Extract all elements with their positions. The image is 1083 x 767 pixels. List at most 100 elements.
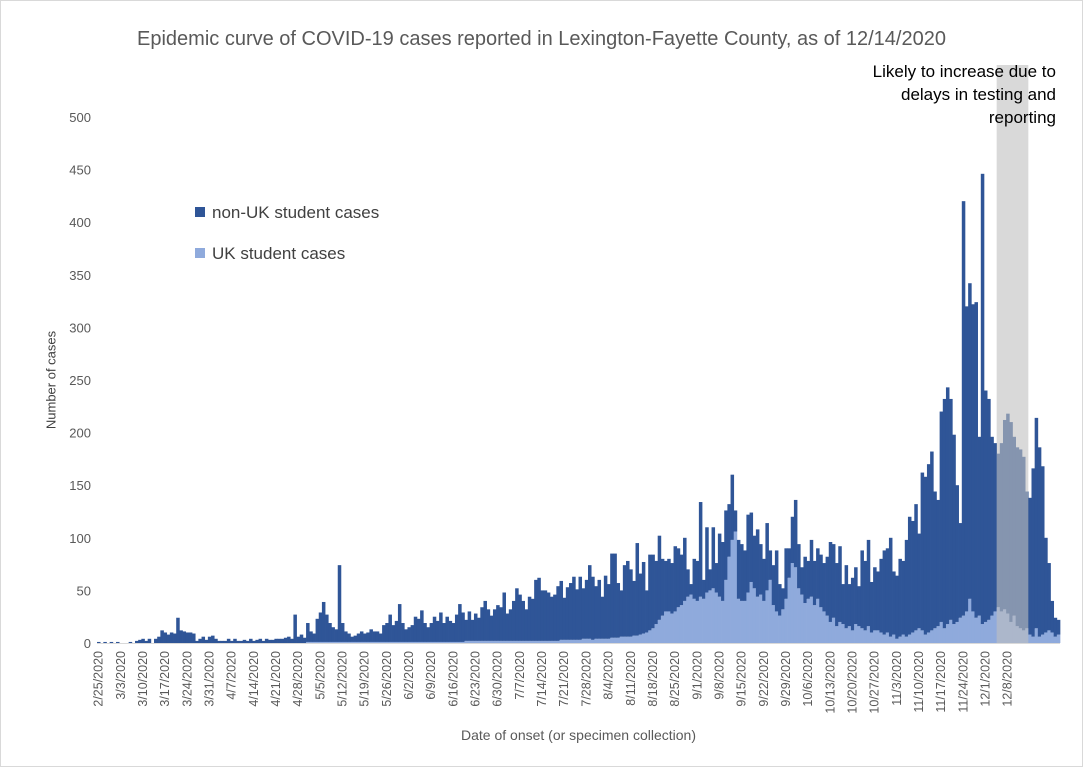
bar-uk-student [828, 621, 833, 643]
bar-uk-student [416, 641, 421, 643]
bar-non-uk-student [185, 632, 190, 643]
bar-uk-student [917, 628, 921, 643]
x-tick-label: 7/28/2020 [579, 651, 593, 707]
bar-uk-student [654, 624, 659, 643]
bar-non-uk-student [641, 561, 646, 634]
bar-uk-student [651, 628, 655, 643]
bar-non-uk-student [591, 576, 595, 640]
bar-non-uk-student [169, 632, 174, 643]
bar-uk-student [724, 579, 728, 643]
bar-uk-student [1040, 634, 1045, 643]
bar-non-uk-student [261, 640, 266, 643]
bar-non-uk-student [401, 623, 405, 642]
bar-non-uk-student [749, 512, 754, 582]
bar-uk-student [876, 630, 880, 643]
bar-non-uk-student [698, 502, 703, 597]
bar-uk-student [964, 611, 969, 643]
bar-non-uk-student [1050, 600, 1055, 633]
bar-uk-student [502, 640, 506, 643]
bar-non-uk-student [1028, 497, 1032, 635]
bar-non-uk-student [904, 539, 909, 637]
bar-non-uk-student [933, 491, 937, 629]
x-tick-label: 10/20/2020 [846, 651, 860, 714]
bar-uk-student [816, 598, 820, 643]
bar-uk-student [372, 641, 377, 643]
bar-uk-student [331, 641, 335, 643]
bar-non-uk-student [730, 474, 735, 540]
bar-uk-student [831, 617, 836, 643]
bar-non-uk-student [733, 510, 738, 532]
bar-non-uk-student [109, 641, 114, 643]
bar-uk-student [1053, 636, 1058, 643]
bar-uk-student [641, 633, 646, 643]
x-tick-label: 10/13/2020 [823, 651, 837, 714]
bar-non-uk-student [629, 569, 633, 637]
y-tick-label: 400 [69, 215, 91, 230]
bar-non-uk-student [692, 558, 697, 599]
bar-non-uk-student [942, 398, 947, 629]
bar-non-uk-student [825, 556, 830, 616]
x-tick-label: 7/14/2020 [535, 651, 549, 707]
bar-non-uk-student [759, 544, 763, 595]
bar-non-uk-student [293, 614, 297, 643]
bars-layer [97, 173, 1061, 643]
bar-uk-student [325, 641, 329, 643]
bar-non-uk-student [296, 636, 301, 643]
x-tick-label: 9/1/2020 [690, 651, 704, 700]
bar-non-uk-student [363, 633, 367, 642]
bar-non-uk-student [1040, 466, 1045, 635]
y-tick-label: 150 [69, 478, 91, 493]
bar-non-uk-student [334, 629, 339, 642]
bar-uk-student [435, 641, 440, 643]
bar-non-uk-student [648, 554, 652, 631]
bar-non-uk-student [207, 636, 212, 643]
bar-non-uk-student [774, 550, 779, 612]
bar-non-uk-student [182, 631, 187, 643]
x-tick-label: 6/2/2020 [402, 651, 416, 700]
bar-non-uk-student [635, 543, 640, 636]
bar-non-uk-student [866, 539, 871, 627]
bar-uk-student [626, 636, 630, 643]
bar-uk-student [844, 628, 849, 643]
bar-non-uk-student [762, 558, 766, 601]
legend-swatch-non-uk [195, 206, 205, 217]
x-tick-label: 11/17/2020 [934, 651, 948, 713]
bar-non-uk-student [1037, 447, 1042, 637]
bar-uk-student [692, 598, 697, 643]
bar-uk-student [382, 641, 386, 643]
bar-non-uk-student [477, 617, 481, 641]
bar-non-uk-student [869, 581, 874, 633]
bar-non-uk-student [743, 550, 747, 601]
bar-non-uk-student [157, 636, 161, 643]
bar-non-uk-student [103, 641, 107, 643]
bar-non-uk-student [359, 631, 364, 642]
bar-non-uk-student [214, 638, 218, 643]
bar-uk-student [546, 640, 551, 643]
bar-uk-student [347, 641, 351, 643]
bar-uk-student [429, 641, 434, 643]
bar-non-uk-student [651, 554, 655, 629]
bar-non-uk-student [540, 590, 545, 641]
bar-uk-student [397, 641, 402, 643]
bar-non-uk-student [835, 563, 839, 627]
bar-non-uk-student [876, 571, 880, 631]
bar-non-uk-student [559, 580, 564, 640]
bar-non-uk-student [892, 571, 896, 635]
bar-uk-student [825, 615, 830, 643]
bar-uk-student [733, 531, 738, 643]
bar-uk-student [445, 641, 449, 643]
bar-non-uk-student [980, 173, 985, 625]
bar-uk-student [638, 634, 643, 643]
bar-uk-student [597, 638, 602, 643]
bar-non-uk-student [1034, 417, 1039, 629]
x-tick-label: 10/27/2020 [868, 651, 882, 714]
bar-uk-student [578, 639, 583, 643]
bar-uk-student [936, 626, 940, 643]
bar-non-uk-student [816, 548, 820, 599]
bar-non-uk-student [977, 436, 982, 616]
bar-uk-student [990, 615, 994, 643]
x-axis-label: Date of onset (or specimen collection) [461, 727, 696, 743]
bar-non-uk-student [454, 614, 459, 642]
bar-non-uk-student [163, 632, 168, 643]
bar-uk-student [778, 615, 782, 643]
